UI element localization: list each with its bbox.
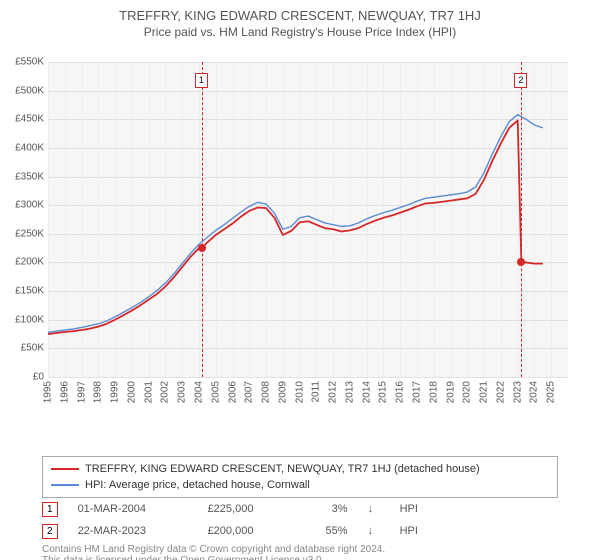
x-tick-label: 2016 [395, 381, 406, 403]
x-tick-label: 2021 [479, 381, 490, 403]
legend: TREFFRY, KING EDWARD CRESCENT, NEWQUAY, … [42, 456, 558, 498]
footer-line2: This data is licensed under the Open Gov… [42, 555, 558, 560]
x-tick-label: 2000 [126, 381, 137, 403]
series-svg [48, 62, 568, 377]
y-tick-label: £300K [0, 200, 44, 211]
event-date: 22-MAR-2023 [78, 525, 188, 537]
event-price: £200,000 [208, 525, 288, 537]
event-row: 2 22-MAR-2023 £200,000 55% ↓ HPI [42, 520, 558, 542]
gridline-h [48, 377, 568, 378]
footer-line1: Contains HM Land Registry data © Crown c… [42, 544, 558, 555]
x-tick-label: 2017 [412, 381, 423, 403]
legend-row: HPI: Average price, detached house, Corn… [51, 477, 549, 493]
legend-label: TREFFRY, KING EDWARD CRESCENT, NEWQUAY, … [85, 463, 480, 475]
event-date: 01-MAR-2004 [78, 503, 188, 515]
y-tick-label: £350K [0, 171, 44, 182]
legend-row: TREFFRY, KING EDWARD CRESCENT, NEWQUAY, … [51, 461, 549, 477]
x-tick-label: 2008 [261, 381, 272, 403]
series-hpi [48, 115, 543, 333]
y-tick-label: £0 [0, 372, 44, 383]
x-tick-label: 2002 [160, 381, 171, 403]
x-tick-label: 2001 [143, 381, 154, 403]
x-tick-label: 2004 [193, 381, 204, 403]
x-tick-label: 2012 [328, 381, 339, 403]
event-vline [521, 62, 522, 377]
x-axis-ticks: 1995199619971998199920002001200220032004… [48, 381, 568, 421]
x-tick-label: 2019 [445, 381, 456, 403]
event-hpi-label: HPI [400, 503, 430, 515]
x-tick-label: 1998 [93, 381, 104, 403]
chart-title: TREFFRY, KING EDWARD CRESCENT, NEWQUAY, … [0, 8, 600, 23]
x-tick-label: 2023 [512, 381, 523, 403]
event-marker-label: 1 [195, 73, 208, 88]
down-arrow-icon: ↓ [368, 503, 380, 515]
y-tick-label: £450K [0, 114, 44, 125]
x-tick-label: 1996 [59, 381, 70, 403]
x-tick-label: 2003 [177, 381, 188, 403]
chart-area: £0 £50K £100K £150K £200K £250K £300K £350K £400… [0, 56, 600, 416]
x-tick-label: 2007 [244, 381, 255, 403]
legend-swatch [51, 468, 79, 470]
x-tick-label: 2006 [227, 381, 238, 403]
event-marker-label: 2 [514, 73, 527, 88]
x-tick-label: 2005 [210, 381, 221, 403]
down-arrow-icon: ↓ [368, 525, 380, 537]
y-tick-label: £100K [0, 314, 44, 325]
y-tick-label: £150K [0, 286, 44, 297]
x-tick-label: 2018 [428, 381, 439, 403]
x-tick-label: 1997 [76, 381, 87, 403]
event-price: £225,000 [208, 503, 288, 515]
series-treffry [48, 120, 543, 334]
y-tick-label: £500K [0, 85, 44, 96]
x-tick-label: 2013 [344, 381, 355, 403]
y-tick-label: £50K [0, 343, 44, 354]
x-tick-label: 2011 [311, 381, 322, 403]
event-vline [202, 62, 203, 377]
x-tick-label: 2010 [294, 381, 305, 403]
legend-label: HPI: Average price, detached house, Corn… [85, 479, 310, 491]
x-tick-label: 2025 [546, 381, 557, 403]
x-tick-label: 2024 [529, 381, 540, 403]
event-number: 1 [42, 502, 58, 517]
x-tick-label: 2015 [378, 381, 389, 403]
events-table: 1 01-MAR-2004 £225,000 3% ↓ HPI 2 22-MAR-2023 £2… [42, 498, 558, 542]
y-tick-label: £400K [0, 142, 44, 153]
event-number: 2 [42, 524, 58, 539]
event-row: 1 01-MAR-2004 £225,000 3% ↓ HPI [42, 498, 558, 520]
event-hpi-label: HPI [400, 525, 430, 537]
legend-swatch [51, 484, 79, 486]
footer: Contains HM Land Registry data © Crown c… [42, 544, 558, 560]
x-tick-label: 2009 [277, 381, 288, 403]
x-tick-label: 2014 [361, 381, 372, 403]
x-tick-label: 1999 [110, 381, 121, 403]
event-pct: 55% [308, 525, 348, 537]
event-pct: 3% [308, 503, 348, 515]
event-dot [517, 258, 525, 266]
y-tick-label: £250K [0, 228, 44, 239]
y-tick-label: £200K [0, 257, 44, 268]
x-tick-label: 2022 [495, 381, 506, 403]
event-dot [198, 244, 206, 252]
chart-subtitle: Price paid vs. HM Land Registry's House … [0, 25, 600, 39]
x-tick-label: 2020 [462, 381, 473, 403]
x-tick-label: 1995 [43, 381, 54, 403]
plot-area: 12 [48, 62, 568, 377]
y-tick-label: £550K [0, 57, 44, 68]
